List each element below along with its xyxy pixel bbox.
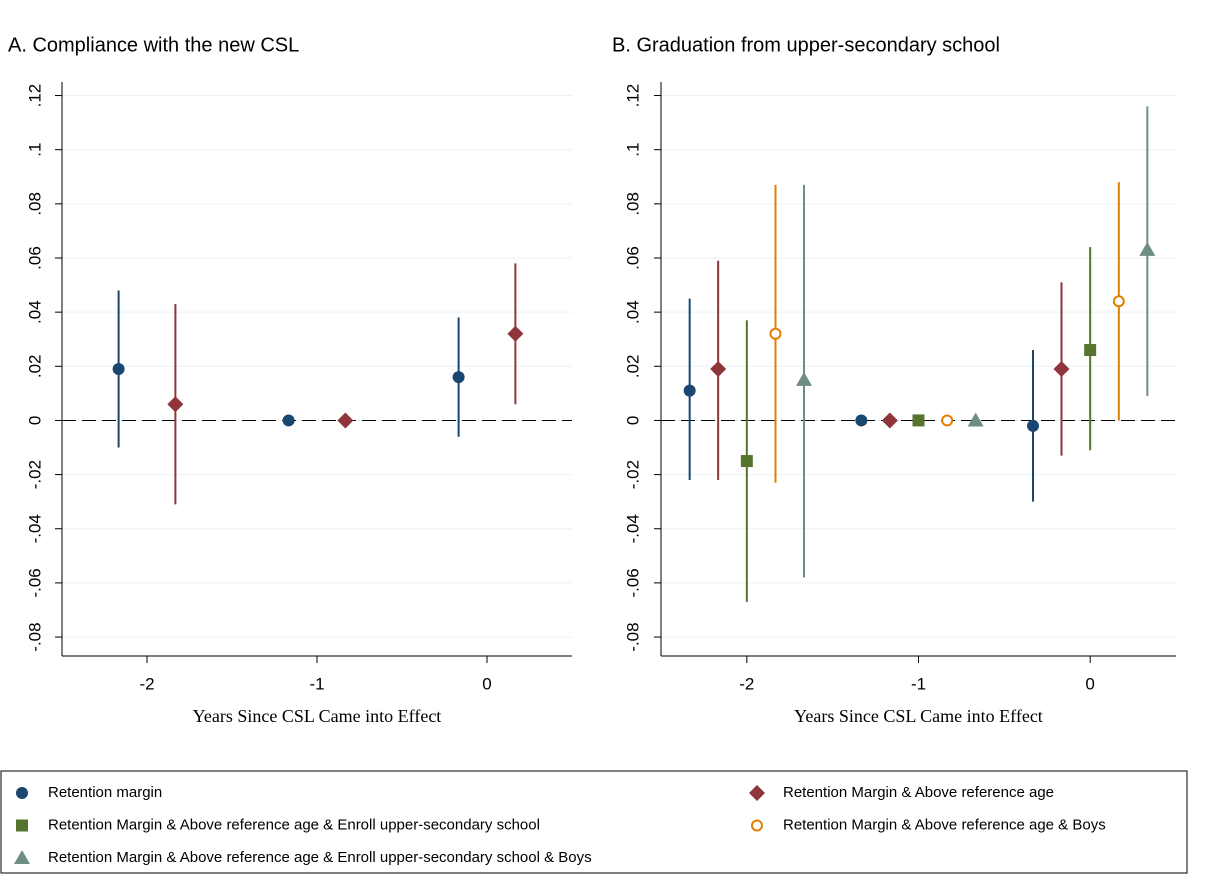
x-tick-label: -1 xyxy=(309,674,324,693)
legend-label: Retention Margin & Above reference age &… xyxy=(48,816,540,833)
x-tick-label: -2 xyxy=(739,674,754,693)
y-tick-label: -.04 xyxy=(623,514,642,543)
legend-marker xyxy=(16,819,28,832)
y-tick-label: .1 xyxy=(623,143,642,157)
point xyxy=(337,412,354,429)
y-tick-label: .02 xyxy=(623,354,642,378)
point xyxy=(507,325,524,342)
legend-label: Retention Margin & Above reference age &… xyxy=(783,816,1106,833)
point xyxy=(282,414,295,427)
y-tick-label: -.08 xyxy=(25,622,44,651)
point xyxy=(881,412,898,429)
point xyxy=(855,414,868,427)
point xyxy=(795,371,812,386)
point xyxy=(452,371,465,384)
y-tick-label: .04 xyxy=(623,300,642,324)
legend-box xyxy=(0,770,1188,874)
legend-label: Retention margin xyxy=(48,784,162,801)
point xyxy=(167,396,184,413)
point xyxy=(1112,295,1125,308)
point xyxy=(740,455,753,468)
chart-title: A. Compliance with the new CSL xyxy=(8,34,299,56)
point xyxy=(1139,241,1156,256)
legend-marker xyxy=(14,850,30,864)
point xyxy=(710,361,727,377)
x-axis-label: Years Since CSL Came into Effect xyxy=(794,706,1043,726)
y-tick-label: -.08 xyxy=(623,622,642,651)
y-tick-label: .06 xyxy=(623,246,642,270)
y-tick-label: -.06 xyxy=(623,568,642,597)
legend-marker xyxy=(751,819,763,832)
y-tick-label: .06 xyxy=(25,246,44,270)
y-tick-label: 0 xyxy=(623,416,642,425)
y-tick-label: -.04 xyxy=(25,514,44,543)
y-tick-label: 0 xyxy=(25,416,44,425)
point xyxy=(683,384,696,397)
y-tick-label: .12 xyxy=(623,84,642,108)
y-tick-label: -.02 xyxy=(25,460,44,489)
point xyxy=(112,363,125,375)
y-tick-label: -.02 xyxy=(623,460,642,489)
y-tick-label: .08 xyxy=(25,192,44,216)
x-tick-label: -2 xyxy=(139,674,154,693)
point xyxy=(1084,344,1097,357)
y-tick-label: .02 xyxy=(25,354,44,378)
point xyxy=(769,327,782,340)
x-tick-label: 0 xyxy=(1085,674,1094,693)
y-tick-label: .1 xyxy=(25,143,44,157)
point xyxy=(941,414,954,427)
point xyxy=(1027,419,1040,432)
y-tick-label: -.06 xyxy=(25,568,44,597)
point xyxy=(967,412,984,427)
chart-title: B. Graduation from upper-secondary schoo… xyxy=(612,34,1000,56)
legend-marker xyxy=(749,785,765,801)
x-tick-label: -1 xyxy=(911,674,926,693)
point xyxy=(1053,361,1070,377)
x-axis-label: Years Since CSL Came into Effect xyxy=(193,706,442,726)
point xyxy=(912,414,925,427)
x-tick-label: 0 xyxy=(482,674,491,693)
legend-label: Retention Margin & Above reference age &… xyxy=(48,849,592,866)
y-tick-label: .08 xyxy=(623,192,642,216)
y-tick-label: .12 xyxy=(25,84,44,108)
legend-marker xyxy=(16,787,28,799)
legend-label: Retention Margin & Above reference age xyxy=(783,784,1054,801)
y-tick-label: .04 xyxy=(25,300,44,324)
